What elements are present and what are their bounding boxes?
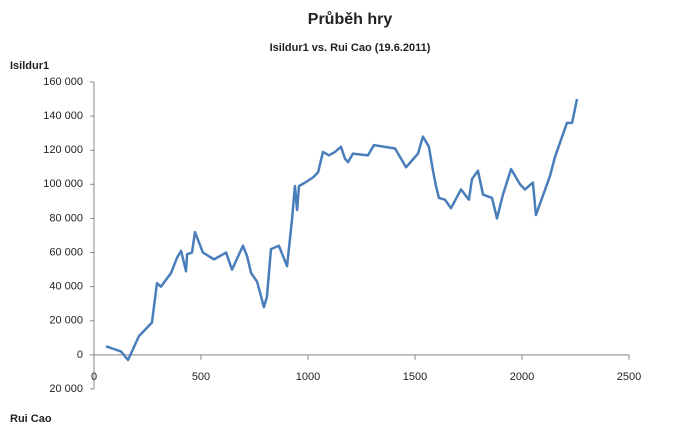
x-axis-label: Rui Cao (10, 413, 52, 425)
y-tick-label: 60 000 (49, 246, 83, 258)
y-tick-label: 160 000 (43, 76, 83, 88)
x-tick-label: 500 (192, 371, 210, 383)
y-tick-label: 40 000 (49, 281, 83, 293)
x-tick-label: 2500 (617, 371, 641, 383)
y-tick-label: 20 000 (49, 315, 83, 327)
x-tick-label: 2000 (510, 371, 534, 383)
x-tick-label: 1000 (296, 371, 320, 383)
y-tick-label: 120 000 (43, 144, 83, 156)
y-tick-label: 20 000 (49, 383, 83, 395)
y-tick-label: 100 000 (43, 178, 83, 190)
y-tick-label: 80 000 (49, 212, 83, 224)
chart-title: Průběh hry (308, 11, 393, 28)
x-tick-label: 1500 (403, 371, 427, 383)
y-tick-label: 0 (77, 349, 83, 361)
x-tick-label: 0 (91, 371, 97, 383)
y-axis-label: Isildur1 (10, 60, 49, 72)
data-line (105, 98, 579, 362)
chart-subtitle: Isildur1 vs. Rui Cao (19.6.2011) (270, 42, 431, 54)
y-tick-label: 140 000 (43, 110, 83, 122)
